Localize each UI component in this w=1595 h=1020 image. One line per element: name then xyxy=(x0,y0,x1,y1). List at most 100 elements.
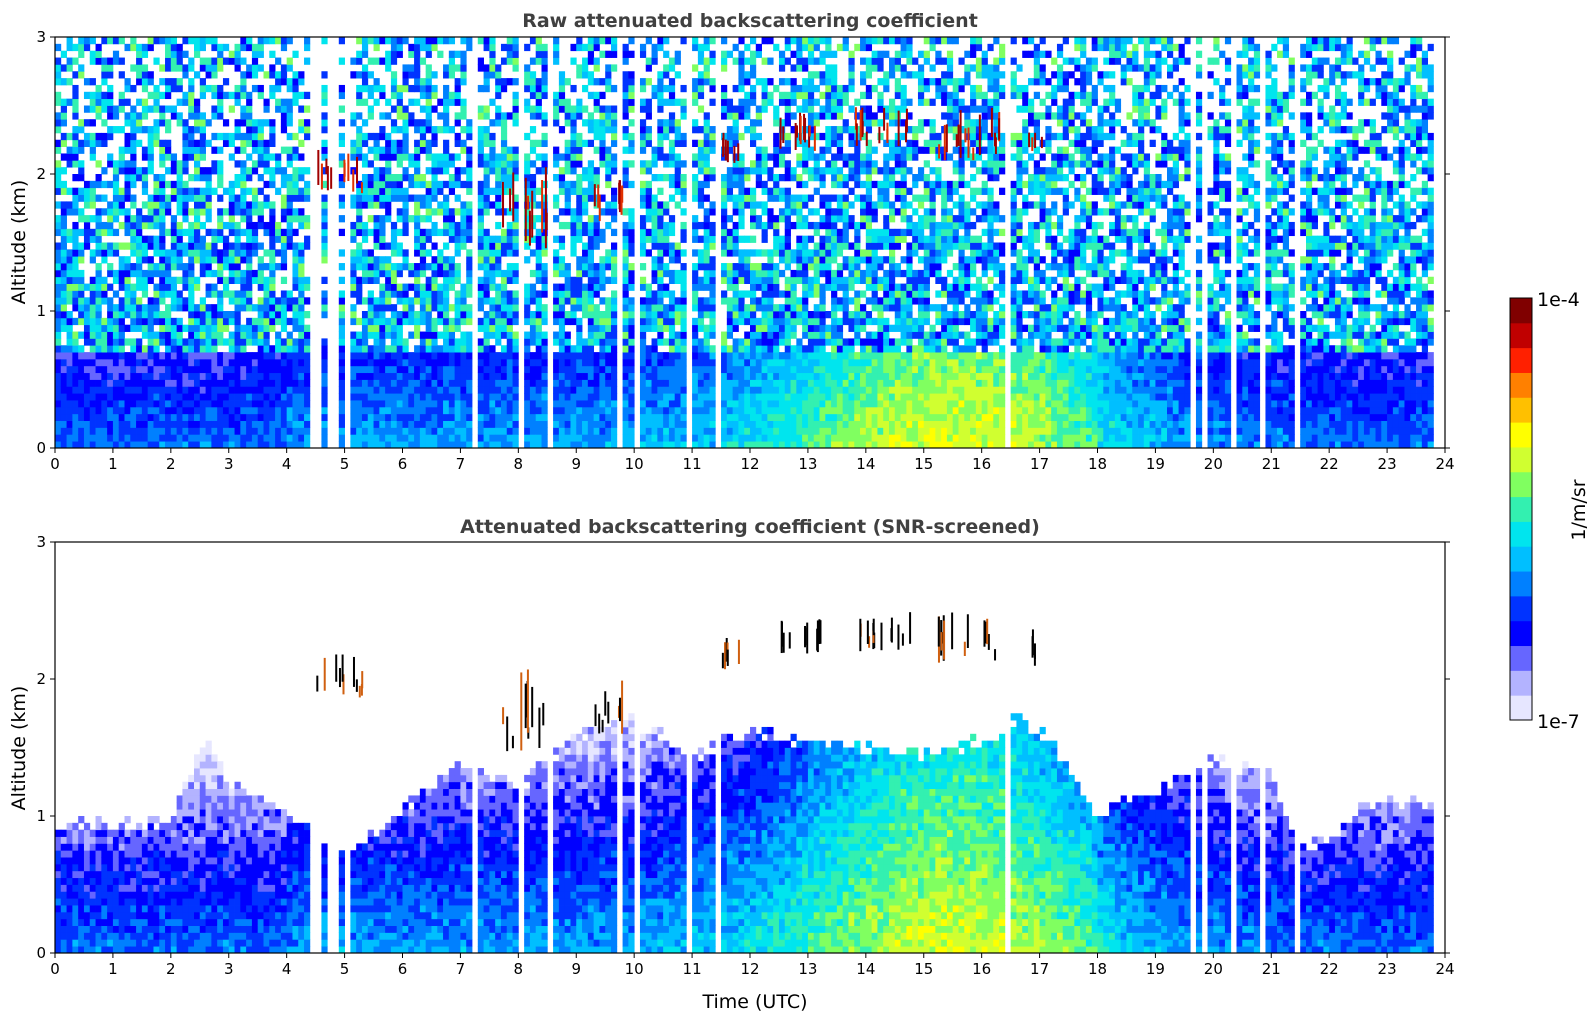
heatmap-cell xyxy=(304,180,311,189)
heatmap-cell xyxy=(101,372,108,380)
heatmap-cell xyxy=(83,324,91,332)
heatmap-cell xyxy=(402,167,409,175)
heatmap-cell xyxy=(605,379,612,387)
heatmap-cell xyxy=(292,269,299,278)
heatmap-cell xyxy=(60,365,67,374)
heatmap-cell xyxy=(222,276,230,284)
heatmap-cell xyxy=(524,242,531,250)
heatmap-cell xyxy=(576,406,583,415)
heatmap-cell xyxy=(60,386,67,394)
heatmap-cell xyxy=(112,352,120,360)
heatmap-cell xyxy=(228,311,235,319)
heatmap-cell xyxy=(390,37,398,45)
heatmap-cell xyxy=(176,50,183,58)
heatmap-cell xyxy=(95,358,102,367)
heatmap-cell xyxy=(205,441,212,448)
heatmap-cell xyxy=(599,256,606,264)
heatmap-cell xyxy=(709,304,716,312)
heatmap-cell xyxy=(535,358,542,367)
heatmap-cell xyxy=(356,386,363,394)
heatmap-cell xyxy=(524,180,531,189)
heatmap-cell xyxy=(147,338,154,346)
heatmap-cell xyxy=(280,37,288,45)
heatmap-cell xyxy=(558,393,566,401)
heatmap-cell xyxy=(136,372,143,380)
heatmap-cell xyxy=(78,228,85,237)
heatmap-cell xyxy=(275,37,282,45)
heatmap-cell xyxy=(304,379,311,387)
heatmap-cell xyxy=(535,98,542,106)
heatmap-cell xyxy=(176,324,183,332)
heatmap-cell xyxy=(744,167,751,175)
heatmap-cell xyxy=(176,194,183,202)
heatmap-cell xyxy=(425,413,432,421)
heatmap-cell xyxy=(367,358,374,367)
heatmap-cell xyxy=(304,441,311,448)
heatmap-cell xyxy=(587,139,595,147)
heatmap-cell xyxy=(246,37,253,45)
heatmap-cell xyxy=(431,304,438,312)
heatmap-cell xyxy=(356,331,363,339)
heatmap-cell xyxy=(414,119,421,127)
heatmap-cell xyxy=(414,283,421,291)
heatmap-cell xyxy=(130,228,137,237)
heatmap-cell xyxy=(373,386,380,394)
heatmap-cell xyxy=(153,174,160,182)
heatmap-cell xyxy=(564,290,571,298)
heatmap-cell xyxy=(379,311,386,319)
heatmap-cell xyxy=(668,180,676,189)
heatmap-cell xyxy=(379,263,386,271)
heatmap-cell xyxy=(639,160,647,168)
heatmap-cell xyxy=(89,139,96,147)
heatmap-cell xyxy=(298,242,305,250)
heatmap-cell xyxy=(141,345,149,353)
heatmap-cell xyxy=(477,372,484,380)
heatmap-cell xyxy=(361,180,369,189)
heatmap-cell xyxy=(159,153,166,161)
heatmap-cell xyxy=(721,50,728,58)
heatmap-cell xyxy=(651,317,658,326)
heatmap-cell xyxy=(165,283,172,291)
heatmap-cell xyxy=(541,167,548,175)
heatmap-cell xyxy=(269,139,276,147)
heatmap-cell xyxy=(697,146,705,154)
heatmap-cell xyxy=(651,242,658,250)
heatmap-cell xyxy=(361,406,369,415)
heatmap-cell xyxy=(721,400,728,408)
heatmap-cell xyxy=(645,434,652,442)
heatmap-cell xyxy=(460,406,467,415)
heatmap-cell xyxy=(165,43,172,52)
heatmap-cell xyxy=(66,78,73,86)
heatmap-cell xyxy=(304,194,311,202)
heatmap-cell xyxy=(425,358,432,367)
heatmap-cell xyxy=(373,43,380,52)
heatmap-cell xyxy=(448,91,456,100)
heatmap-cell xyxy=(587,276,595,284)
heatmap-cell xyxy=(692,427,699,435)
heatmap-cell xyxy=(483,386,490,394)
heatmap-cell xyxy=(118,311,125,319)
heatmap-cell xyxy=(721,249,728,257)
heatmap-cell xyxy=(483,153,490,161)
heatmap-cell xyxy=(199,434,206,442)
heatmap-cell xyxy=(443,228,450,237)
heatmap-cell xyxy=(211,317,218,326)
heatmap-cell xyxy=(95,406,102,415)
heatmap-cell xyxy=(512,215,519,223)
heatmap-cell xyxy=(512,37,519,45)
heatmap-cell xyxy=(78,400,85,408)
heatmap-cell xyxy=(159,406,166,415)
heatmap-cell xyxy=(240,413,247,421)
heatmap-cell xyxy=(367,345,374,353)
heatmap-cell xyxy=(738,249,745,257)
heatmap-cell xyxy=(217,317,224,326)
heatmap-cell xyxy=(170,420,178,428)
heatmap-cell xyxy=(338,304,345,312)
heatmap-cell xyxy=(390,174,398,182)
heatmap-cell xyxy=(645,372,652,380)
heatmap-cell xyxy=(674,269,681,278)
heatmap-cell xyxy=(437,331,444,339)
heatmap-cell xyxy=(454,174,461,182)
heatmap-cell xyxy=(89,256,96,264)
heatmap-cell xyxy=(286,215,293,223)
